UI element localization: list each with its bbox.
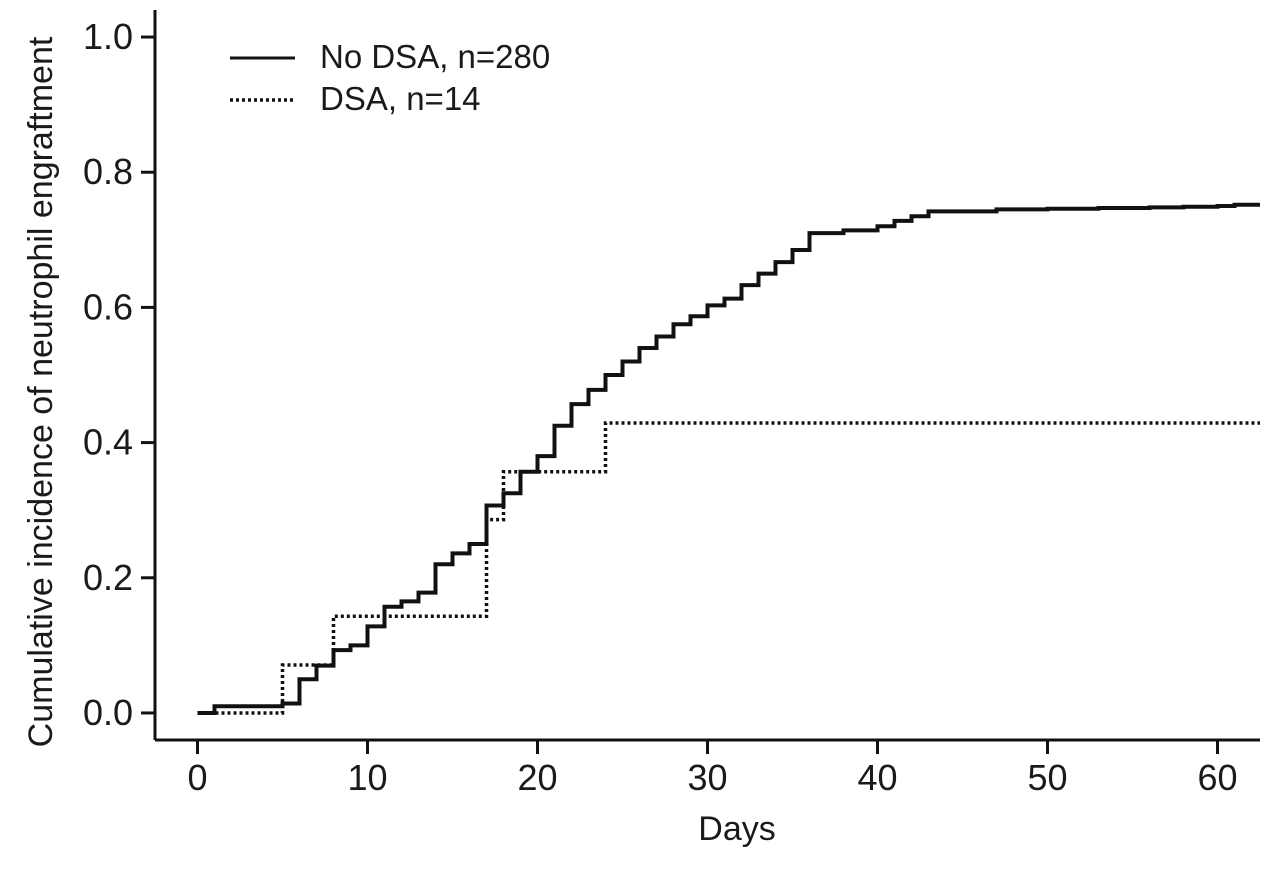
y-tick-label: 0.0 [83, 692, 133, 733]
x-tick-label: 60 [1197, 757, 1237, 798]
y-tick-label: 0.4 [83, 422, 133, 463]
x-tick-label: 50 [1027, 757, 1067, 798]
x-axis-label: Days [698, 810, 775, 848]
y-tick-label: 1.0 [83, 16, 133, 57]
legend-entry: No DSA, n=280 [320, 38, 550, 75]
x-tick-label: 30 [687, 757, 727, 798]
series-line-no-dsa [197, 202, 1260, 715]
x-tick-label: 40 [857, 757, 897, 798]
plot-area [197, 202, 1260, 715]
legend-entry: DSA, n=14 [320, 80, 481, 117]
y-tick-label: 0.2 [83, 557, 133, 598]
y-tick-label: 0.6 [83, 286, 133, 327]
x-tick-label: 10 [347, 757, 387, 798]
axes: 0.0 0.2 0.4 0.6 0.8 1.0 0 10 20 30 40 50 60 [83, 10, 1260, 798]
legend: No DSA, n=280 DSA, n=14 [230, 38, 550, 117]
y-tick-label: 0.8 [83, 151, 133, 192]
series-line-dsa [197, 421, 1260, 715]
y-axis-label: Cumulative incidence of neutrophil engra… [22, 36, 60, 747]
x-tick-label: 0 [187, 757, 207, 798]
x-tick-label: 20 [517, 757, 557, 798]
